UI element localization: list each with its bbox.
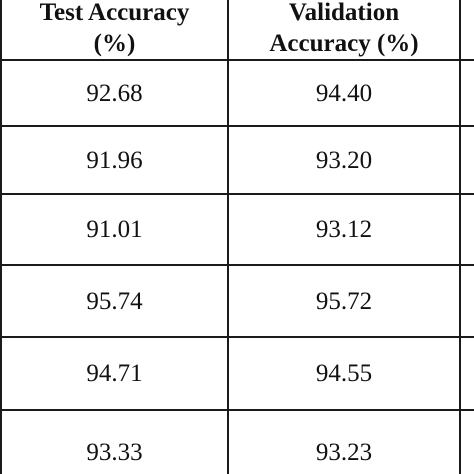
header-validation-accuracy: Validation Accuracy (%) <box>229 0 459 59</box>
cell-test-accuracy: 92.68 <box>86 79 143 107</box>
row-divider <box>0 59 474 61</box>
cell-test-accuracy: 95.74 <box>86 287 143 315</box>
cell-validation-accuracy: 94.40 <box>315 79 373 107</box>
cell-validation-accuracy: 93.12 <box>315 216 373 243</box>
header-test-accuracy-line2: (%) <box>93 30 136 57</box>
column-divider <box>459 0 461 474</box>
header-test-accuracy: Test Accuracy (%) <box>2 0 227 59</box>
cell-test-accuracy: 91.01 <box>86 216 143 243</box>
row-divider <box>0 336 474 338</box>
cell-test-accuracy: 91.96 <box>86 146 143 174</box>
cell-validation-accuracy: 93.20 <box>315 146 373 174</box>
header-validation-accuracy-line2: Accuracy (%) <box>269 30 419 57</box>
row-divider <box>0 125 474 127</box>
cell-test-accuracy: 93.33 <box>86 439 143 466</box>
cell-test-accuracy: 94.71 <box>86 360 143 387</box>
cell-validation-accuracy: 95.72 <box>315 287 373 315</box>
row-divider <box>0 409 474 411</box>
row-divider <box>0 264 474 266</box>
cell-validation-accuracy: 93.23 <box>315 439 373 466</box>
row-divider <box>0 193 474 195</box>
column-divider <box>0 0 2 474</box>
column-divider <box>227 0 229 474</box>
header-test-accuracy-line1: Test Accuracy <box>39 0 190 26</box>
cell-validation-accuracy: 94.55 <box>315 360 373 387</box>
header-validation-accuracy-line1: Validation <box>288 0 400 26</box>
